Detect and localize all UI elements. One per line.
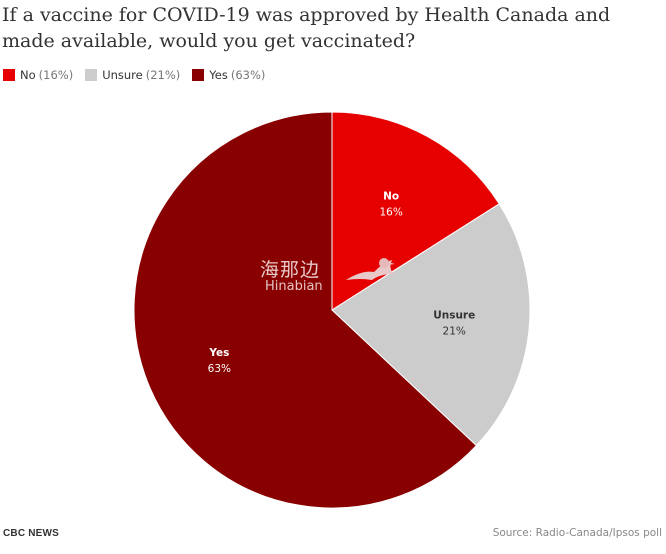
legend-item-no: No (16%): [3, 68, 73, 82]
legend-pct-unsure: (21%): [145, 68, 181, 82]
slice-label-unsure: Unsure: [433, 310, 475, 322]
legend-swatch-no: [3, 69, 15, 81]
slice-value-yes: 63%: [208, 363, 231, 375]
footer-source: Source: Radio-Canada/Ipsos poll: [492, 527, 662, 539]
footer-brand: CBC NEWS: [3, 528, 60, 539]
watermark: 海那边 Hinabian: [255, 250, 415, 310]
legend-swatch-yes: [192, 69, 205, 81]
chart-title: If a vaccine for COVID-19 was approved b…: [2, 4, 611, 52]
legend-label-no: No: [20, 68, 36, 82]
legend-label-yes: Yes: [209, 68, 228, 82]
legend-label-unsure: Unsure: [102, 68, 143, 82]
bird-logo-icon: [346, 258, 395, 280]
slice-label-no: No: [383, 190, 399, 202]
slice-value-no: 16%: [379, 206, 402, 218]
pie-slice-unsure: [331, 203, 531, 447]
watermark-chinese: 海那边: [260, 259, 321, 281]
slice-value-unsure: 21%: [443, 326, 466, 338]
legend-pct-no: (16%): [38, 68, 74, 82]
pie-slice-yes: [133, 111, 478, 509]
watermark-english: Hinabian: [265, 279, 323, 294]
legend-item-yes: Yes (63%): [192, 68, 265, 82]
legend-pct-yes: (63%): [230, 68, 266, 82]
legend-swatch-unsure: [85, 69, 98, 81]
slice-label-yes: Yes: [208, 347, 229, 359]
pie-chart: No 16% Unsure 21% Yes 63%: [133, 111, 531, 509]
pie-slice-no: [331, 111, 500, 311]
legend: No (16%) Unsure (21%) Yes (63%): [3, 68, 277, 82]
legend-item-unsure: Unsure (21%): [85, 68, 180, 82]
